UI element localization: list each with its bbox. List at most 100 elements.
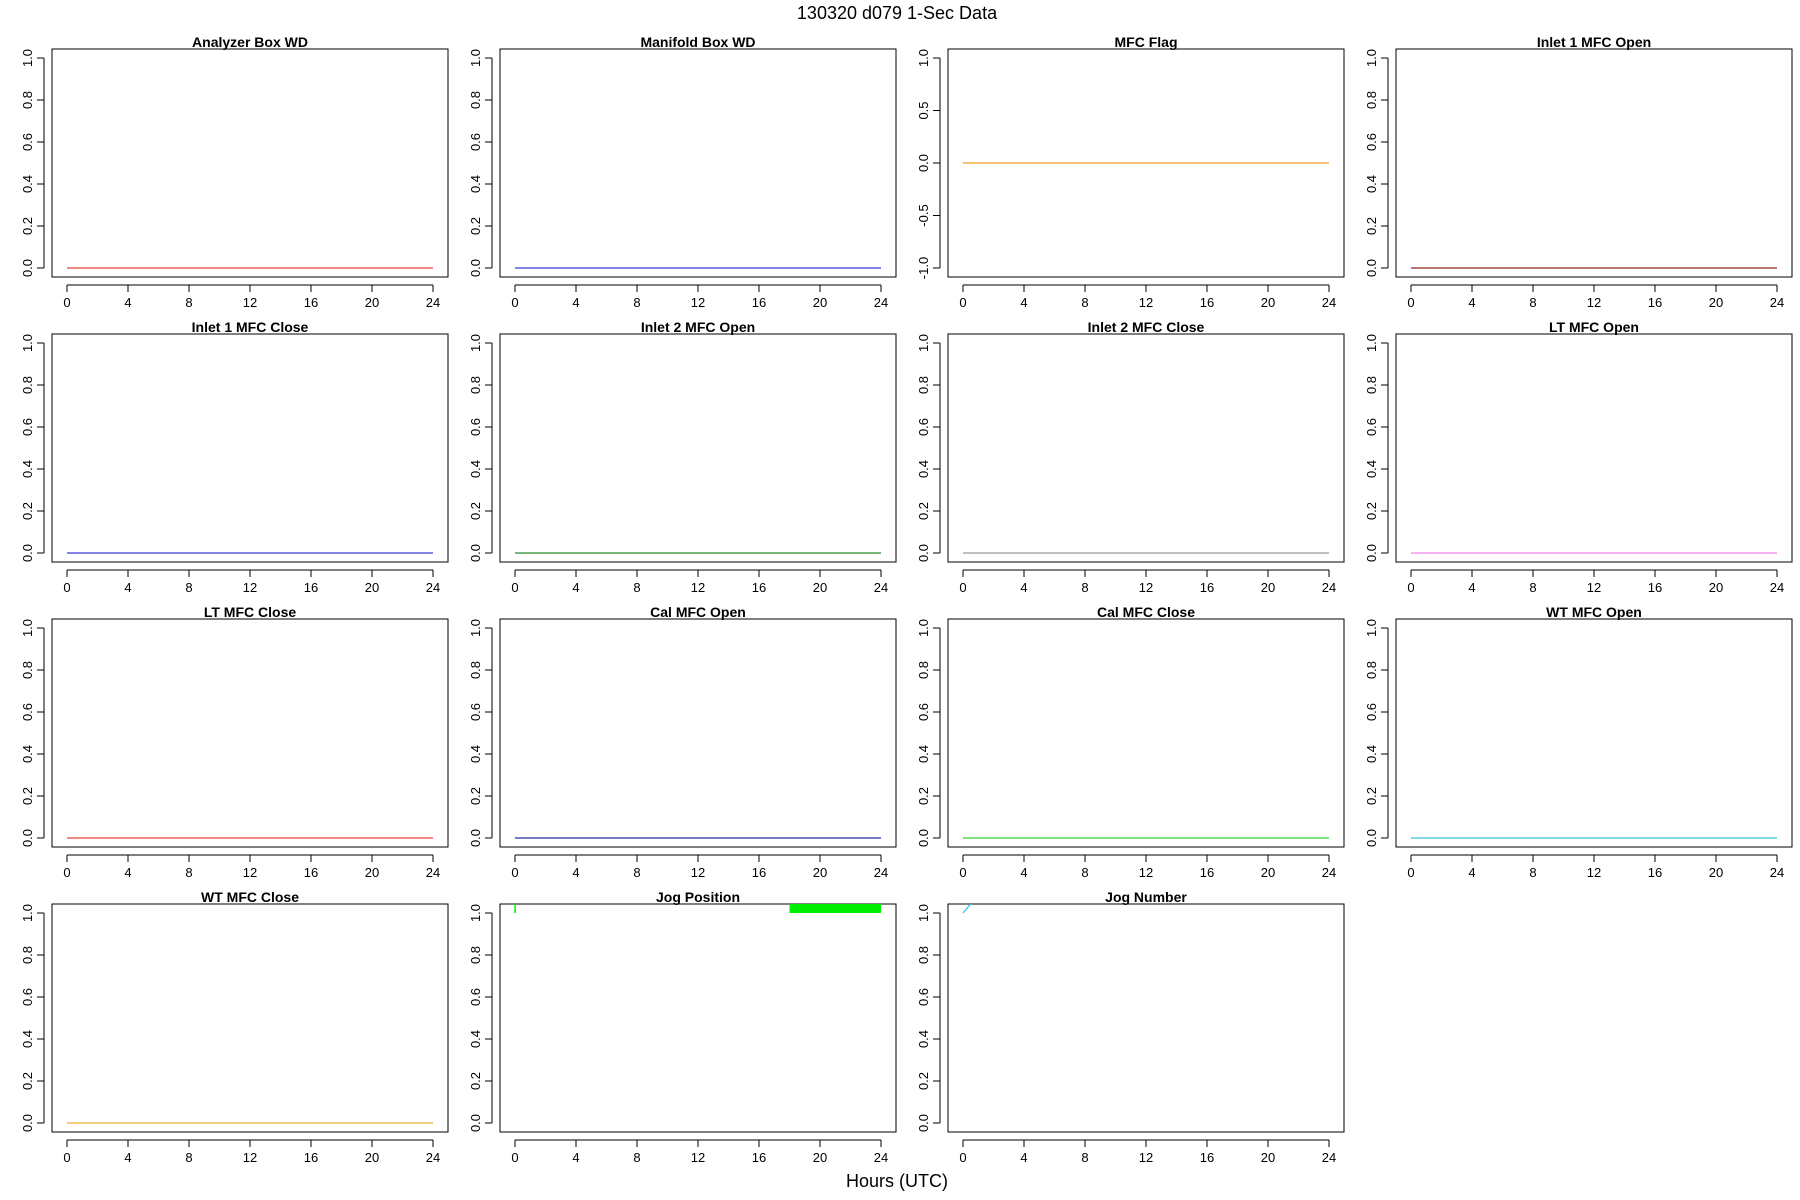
chart-panel: Jog Number 0 4 8 12 16 20 24 0.0 0.2 0.4 0.6 0.8 1.0 xyxy=(916,889,1345,1165)
y-tick-label: 0.6 xyxy=(916,703,931,721)
x-tick-label: 16 xyxy=(1200,1150,1214,1165)
x-tick-label: 0 xyxy=(63,865,70,880)
panel-title: Inlet 2 MFC Close xyxy=(1088,319,1205,335)
y-tick-label: 1.0 xyxy=(20,619,35,637)
x-tick-label: 16 xyxy=(1648,580,1662,595)
panel-title: Jog Position xyxy=(656,889,740,905)
plot-frame xyxy=(947,618,1345,848)
x-tick-label: 4 xyxy=(124,1150,131,1165)
y-tick-label: 0.4 xyxy=(1364,175,1379,193)
x-tick-label: 0 xyxy=(959,865,966,880)
y-tick-label: 0.4 xyxy=(20,175,35,193)
panel-title: Cal MFC Open xyxy=(650,604,746,620)
x-tick-label: 16 xyxy=(1648,295,1662,310)
x-tick-label: 4 xyxy=(1020,580,1027,595)
x-tick-label: 0 xyxy=(511,295,518,310)
y-tick-label: 0.6 xyxy=(468,988,483,1006)
x-tick-label: 8 xyxy=(1081,1150,1088,1165)
plot-frame xyxy=(499,48,897,278)
y-tick-label: 0.2 xyxy=(916,1072,931,1090)
x-tick-label: 24 xyxy=(426,865,440,880)
plot-frame xyxy=(51,48,449,278)
x-tick-label: 20 xyxy=(1709,865,1723,880)
y-tick-label: 0.0 xyxy=(468,1114,483,1132)
chart-panel: WT MFC Close 0 4 8 12 16 20 24 0.0 0.2 0.4 0.6 0.8 1.… xyxy=(20,889,449,1165)
x-tick-label: 24 xyxy=(874,295,888,310)
y-tick-label: 0.0 xyxy=(468,829,483,847)
panel-title: Inlet 1 MFC Close xyxy=(192,319,309,335)
y-tick-label: 0.4 xyxy=(20,460,35,478)
x-tick-label: 16 xyxy=(752,580,766,595)
y-tick-label: 0.4 xyxy=(916,460,931,478)
y-tick-label: 1.0 xyxy=(1364,334,1379,352)
x-tick-label: 0 xyxy=(63,580,70,595)
x-tick-label: 8 xyxy=(633,1150,640,1165)
x-tick-label: 12 xyxy=(1139,865,1153,880)
x-tick-label: 24 xyxy=(426,295,440,310)
x-tick-label: 20 xyxy=(1261,295,1275,310)
y-tick-label: 0.8 xyxy=(468,376,483,394)
y-tick-label: 0.8 xyxy=(916,376,931,394)
x-tick-label: 24 xyxy=(874,580,888,595)
data-band xyxy=(789,904,881,913)
panel-grid: Analyzer Box WD 0 4 8 12 16 20 24 0.0 0.2 0.4 0.6 0.… xyxy=(20,34,1793,1165)
x-tick-label: 20 xyxy=(1709,580,1723,595)
x-tick-label: 20 xyxy=(365,295,379,310)
y-tick-label: 0.6 xyxy=(468,133,483,151)
y-tick-label: 0.2 xyxy=(20,502,35,520)
panel-title: Inlet 2 MFC Open xyxy=(641,319,755,335)
x-tick-label: 12 xyxy=(243,295,257,310)
plot-frame xyxy=(1395,48,1793,278)
plot-frame xyxy=(499,618,897,848)
x-tick-label: 20 xyxy=(365,1150,379,1165)
y-tick-label: 0.4 xyxy=(20,1030,35,1048)
x-tick-label: 24 xyxy=(1322,295,1336,310)
panel-title: Jog Number xyxy=(1105,889,1187,905)
figure-title: 130320 d079 1-Sec Data xyxy=(797,3,998,23)
x-tick-label: 0 xyxy=(511,1150,518,1165)
x-tick-label: 16 xyxy=(304,295,318,310)
x-tick-label: 12 xyxy=(1139,580,1153,595)
y-tick-label: 0.2 xyxy=(20,1072,35,1090)
y-tick-label: 0.2 xyxy=(1364,217,1379,235)
chart-panel: Cal MFC Open 0 4 8 12 16 20 24 0.0 0.2 0.4 0.6 0.8 1.… xyxy=(468,604,897,880)
x-tick-label: 12 xyxy=(1587,580,1601,595)
y-tick-label: 0.2 xyxy=(468,787,483,805)
x-tick-label: 12 xyxy=(1587,295,1601,310)
y-tick-label: 0.6 xyxy=(468,418,483,436)
x-tick-label: 4 xyxy=(1468,865,1475,880)
y-tick-label: 0.6 xyxy=(20,418,35,436)
x-tick-label: 20 xyxy=(365,580,379,595)
x-tick-label: 4 xyxy=(1020,295,1027,310)
y-tick-label: 0.4 xyxy=(468,175,483,193)
y-tick-label: 1.0 xyxy=(916,619,931,637)
plot-frame xyxy=(947,333,1345,563)
x-tick-label: 24 xyxy=(1770,295,1784,310)
x-tick-label: 16 xyxy=(752,1150,766,1165)
y-tick-label: 0.0 xyxy=(468,259,483,277)
x-tick-label: 12 xyxy=(691,865,705,880)
y-tick-label: 0.6 xyxy=(20,133,35,151)
x-tick-label: 20 xyxy=(813,580,827,595)
panel-title: WT MFC Close xyxy=(201,889,299,905)
chart-panel: Analyzer Box WD 0 4 8 12 16 20 24 0.0 0.2 0.4 0.6 0.… xyxy=(20,34,449,310)
x-tick-label: 0 xyxy=(511,580,518,595)
x-tick-label: 12 xyxy=(691,580,705,595)
x-tick-label: 16 xyxy=(1648,865,1662,880)
x-tick-label: 20 xyxy=(813,1150,827,1165)
x-tick-label: 4 xyxy=(1020,1150,1027,1165)
y-tick-label: 0.0 xyxy=(916,1114,931,1132)
y-tick-label: 0.4 xyxy=(468,745,483,763)
x-tick-label: 20 xyxy=(1261,865,1275,880)
y-tick-label: 0.0 xyxy=(20,544,35,562)
x-tick-label: 8 xyxy=(1529,295,1536,310)
y-tick-label: 0.2 xyxy=(1364,502,1379,520)
chart-panel: WT MFC Open 0 4 8 12 16 20 24 0.0 0.2 0.4 0.6 0.8 1.0 xyxy=(1364,604,1793,880)
y-tick-label: 1.0 xyxy=(916,904,931,922)
x-tick-label: 4 xyxy=(124,580,131,595)
figure-xlabel: Hours (UTC) xyxy=(846,1171,948,1191)
y-tick-label: 0.0 xyxy=(916,154,931,172)
x-tick-label: 24 xyxy=(1322,1150,1336,1165)
y-tick-label: 1.0 xyxy=(468,334,483,352)
